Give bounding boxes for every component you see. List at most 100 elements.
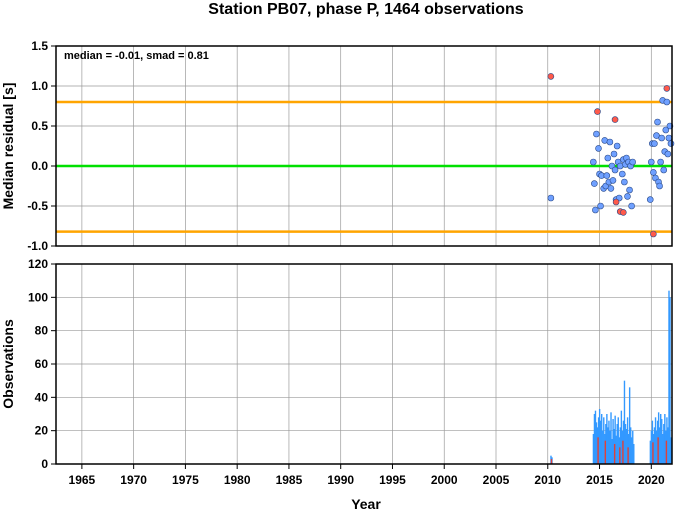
residual-point [664,150,672,158]
observation-bar [633,444,635,464]
residual-point [611,166,619,174]
x-tick-label: 2015 [586,473,613,487]
outlier-bar [622,440,624,464]
observation-bar [608,420,610,464]
y-tick-label: 20 [35,424,49,438]
observation-bar [667,427,669,464]
observation-bar [650,430,653,464]
x-tick-label: 1995 [379,473,406,487]
residual-point [662,126,670,134]
y-tick-label: 100 [28,290,48,304]
observation-bar [629,427,632,464]
observation-bar [601,414,603,464]
outlier-bar [550,459,553,464]
outlier-bar [619,447,621,464]
x-tick-label: 1985 [276,473,303,487]
outlier-point [611,116,619,123]
observation-bar [651,420,654,464]
residual-point [592,206,599,214]
y-tick-label: 60 [35,357,49,371]
residual-panel: -1.0 -0.5 0.0 0.5 1.0 1.5 median = -0.01, sma… [0,39,675,253]
residual-y-ticks: -1.0 -0.5 0.0 0.5 1.0 1.5 [27,39,56,253]
residual-point [626,186,633,194]
observation-bar [649,440,652,464]
residual-point [628,202,635,210]
observation-bar [623,380,626,464]
outlier-bar [613,444,616,464]
observation-bar [626,417,629,464]
residual-point [647,158,655,166]
observations-bars [550,290,672,464]
observation-bar [614,415,616,464]
observation-bar [615,435,617,464]
x-tick-label: 1980 [224,473,251,487]
x-tick-label: 1975 [172,473,199,487]
residual-point [610,150,618,158]
observation-bar [631,437,633,464]
observation-bar [611,439,613,464]
outlier-bar [665,440,668,464]
observation-bar [620,410,623,464]
residual-y-axis-label: Median residual [s] [0,83,16,210]
residual-point [590,158,597,166]
observation-bar [663,424,665,464]
observation-bar [593,414,596,464]
residual-panel-bg [56,46,672,246]
outlier-bar [604,440,607,464]
residual-point [654,118,661,126]
y-tick-label: 40 [35,390,49,404]
residual-threshold-lines [56,100,672,233]
observation-bar [607,427,609,464]
residual-annotation: median = -0.01, smad = 0.81 [64,50,209,62]
residual-point [651,140,658,147]
residual-point [646,196,654,203]
observation-bar [599,420,602,464]
residual-point [656,182,663,190]
observation-bar [664,414,666,464]
residual-point [613,142,621,150]
observation-bar [610,412,612,464]
residual-point [660,166,668,174]
y-tick-label: 120 [28,257,48,271]
residual-point [667,140,675,147]
y-tick-label: 0 [41,457,48,471]
observation-bar [658,427,661,464]
observation-bar [595,422,598,464]
outlier-point [620,209,627,216]
observation-bar [617,417,619,464]
residual-point [593,130,600,138]
observation-bar [670,437,672,464]
observation-bar [660,414,662,464]
observation-bar [612,419,614,464]
residual-point [619,170,626,178]
observation-bar [603,417,605,464]
observation-bar [598,409,601,464]
outlier-bar [597,437,599,464]
residual-point [624,193,631,200]
observation-bar [668,290,670,464]
residual-point [609,177,617,184]
observation-bar [592,434,595,464]
outlier-point [650,230,657,238]
observation-bar [632,430,634,464]
observations-y-ticks: 0 20 40 60 80 100 120 [28,257,56,471]
residual-point [547,194,555,202]
y-tick-label: 1.5 [31,39,48,53]
x-tick-label: 2000 [431,473,458,487]
x-tick-label: 2010 [534,473,561,487]
observation-bar [625,429,628,464]
observation-bar [602,430,604,464]
y-tick-label: 80 [35,324,49,338]
observation-bar [662,434,664,464]
residual-points [547,73,675,238]
x-tick-label: 2020 [638,473,665,487]
x-tick-label: 1990 [327,473,354,487]
observation-bar [609,430,611,464]
residual-point [606,138,614,146]
residual-point [621,178,628,186]
y-tick-label: -0.5 [27,199,48,213]
residual-point [665,134,673,142]
outlier-bar [652,442,654,464]
outlier-point [663,85,671,92]
